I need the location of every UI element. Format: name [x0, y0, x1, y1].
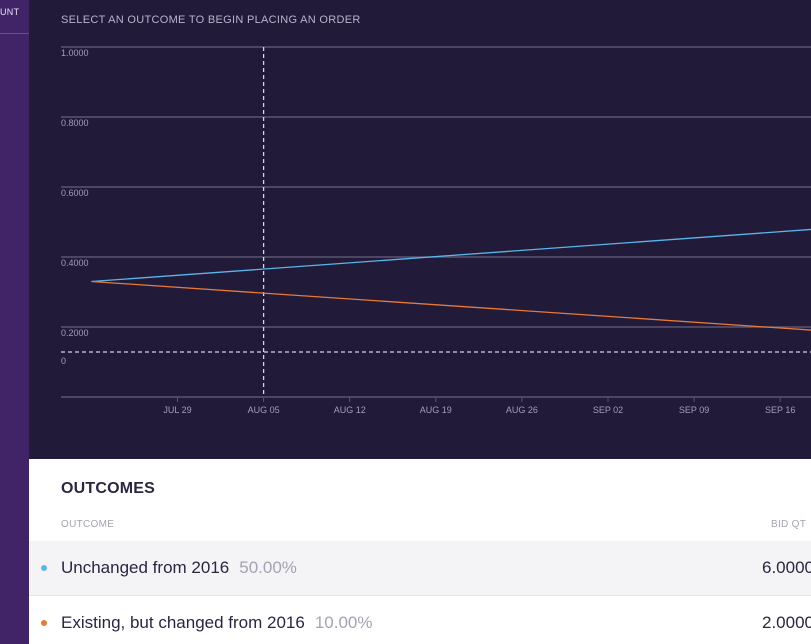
outcome-label: Existing, but changed from 2016	[61, 613, 305, 632]
outcomes-section: OUTCOMES OUTCOME BID QT Unchanged from 2…	[29, 459, 811, 644]
outcome-row[interactable]: Existing, but changed from 2016 10.00% 2.…	[29, 596, 811, 644]
outcome-name: Unchanged from 2016 50.00%	[61, 558, 297, 578]
outcome-row[interactable]: Unchanged from 2016 50.00% 6.0000	[29, 541, 811, 596]
y-tick-label: 0.2000	[61, 328, 89, 338]
x-tick-label: SEP 02	[593, 405, 623, 415]
sidebar-divider	[0, 33, 29, 34]
outcome-color-dot	[41, 565, 47, 571]
outcome-label: Unchanged from 2016	[61, 558, 230, 577]
x-tick-label: SEP 16	[765, 405, 795, 415]
chart-hint: SELECT AN OUTCOME TO BEGIN PLACING AN OR…	[61, 14, 361, 26]
x-tick-label: AUG 12	[334, 405, 366, 415]
x-tick-label: AUG 26	[506, 405, 538, 415]
series-line-changed	[91, 280, 811, 331]
outcome-percent: 50.00%	[239, 558, 297, 577]
x-tick-label: AUG 05	[248, 405, 280, 415]
y-tick-label: 1.0000	[61, 48, 89, 58]
outcome-bid-qty: 2.0000	[762, 613, 811, 632]
outcome-percent: 10.00%	[314, 613, 373, 632]
sidebar: UNT	[0, 0, 29, 644]
outcome-bid-qty: 6.0000	[762, 558, 811, 577]
y-tick-label: 0.4000	[61, 258, 89, 268]
x-tick-label: JUL 29	[163, 405, 191, 415]
x-tick-label: SEP 09	[679, 405, 709, 415]
column-header-outcome: OUTCOME	[61, 519, 115, 530]
y-tick-label: 0	[61, 356, 66, 366]
series-line-unchanged	[91, 228, 811, 283]
sidebar-account-link[interactable]: UNT	[0, 7, 20, 17]
x-tick-label: AUG 19	[420, 405, 452, 415]
y-tick-label: 0.8000	[61, 118, 89, 128]
column-header-bid-qty: BID QT	[771, 519, 807, 530]
outcome-color-dot	[41, 620, 47, 626]
chart-canvas[interactable]: 1.0000 0.8000 0.6000 0.4000 0.2000 0 JUL 29 AUG…	[29, 0, 811, 459]
y-tick-label: 0.6000	[61, 188, 89, 198]
outcomes-title: OUTCOMES	[61, 480, 156, 497]
outcome-name: Existing, but changed from 2016 10.00%	[61, 613, 373, 633]
price-history-chart[interactable]: SELECT AN OUTCOME TO BEGIN PLACING AN OR…	[29, 0, 811, 459]
